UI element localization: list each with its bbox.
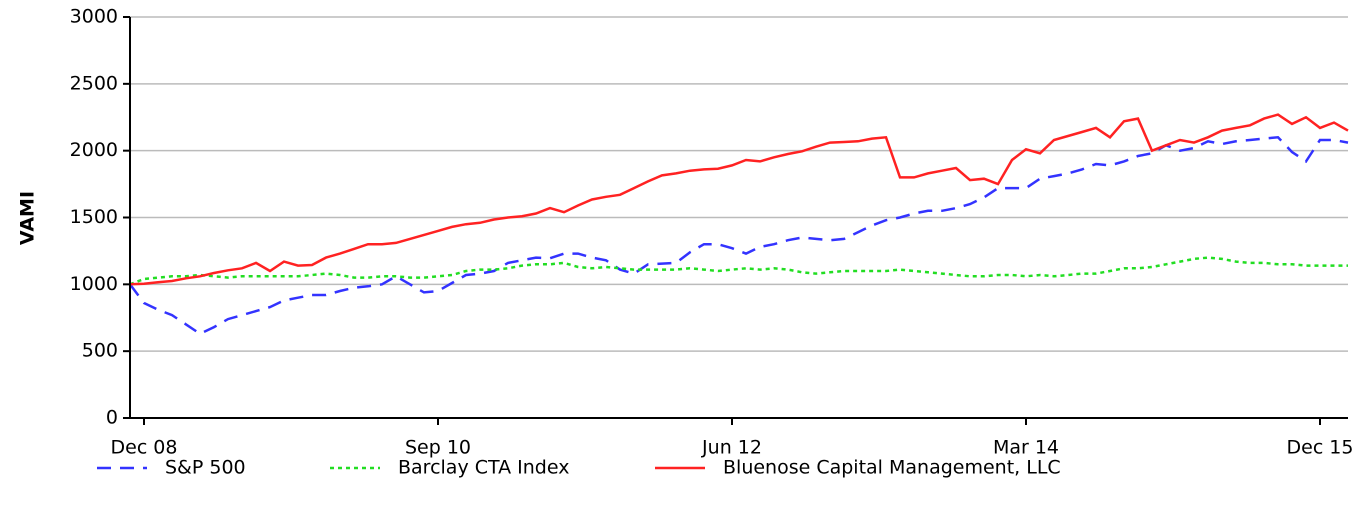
x-tick-label: Jun 12: [701, 437, 762, 459]
series-line: [129, 256, 1348, 286]
legend-label: Barclay CTA Index: [398, 457, 569, 479]
x-tick-label: Sep 10: [405, 437, 471, 459]
y-tick-label: 500: [82, 340, 118, 362]
x-tick-label: Dec 08: [111, 437, 178, 459]
y-tick-label: 3000: [70, 6, 118, 28]
y-tick-label: 1500: [70, 206, 118, 228]
x-tick-label: Mar 14: [993, 437, 1059, 459]
y-tick-label: 0: [106, 407, 118, 429]
y-axis-label: VAMI: [17, 191, 39, 245]
legend-label: S&P 500: [165, 457, 246, 479]
legend-label: Bluenose Capital Management, LLC: [723, 457, 1061, 479]
series-line: [129, 113, 1349, 286]
x-tick-label: Dec 15: [1287, 437, 1354, 459]
y-tick-label: 2000: [70, 139, 118, 161]
y-tick-label: 2500: [70, 72, 118, 94]
y-tick-label: 1000: [70, 273, 118, 295]
series-line: [128, 135, 1349, 336]
